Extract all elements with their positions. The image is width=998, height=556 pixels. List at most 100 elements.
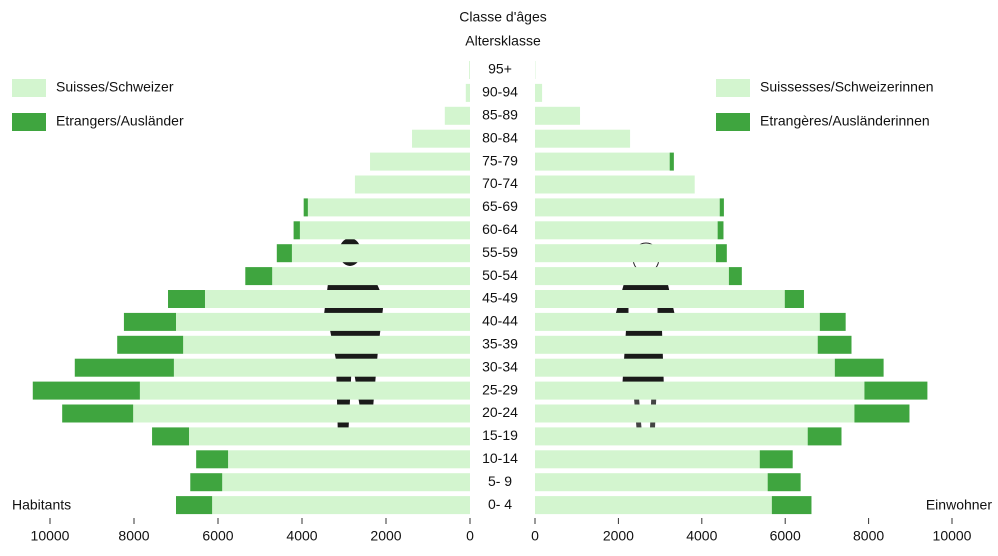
bar xyxy=(222,473,470,491)
x-tick-label: 0 xyxy=(531,528,539,544)
legend-label: Suisses/Schweizer xyxy=(56,79,174,95)
bar xyxy=(820,313,846,331)
bar xyxy=(772,496,812,514)
age-label: 30-34 xyxy=(482,358,518,374)
bar xyxy=(535,84,542,102)
bar xyxy=(62,405,133,423)
bar xyxy=(535,244,716,262)
age-label: 15-19 xyxy=(482,427,518,443)
age-label: 20-24 xyxy=(482,404,518,420)
bar xyxy=(818,336,852,354)
age-label: 25-29 xyxy=(482,381,518,397)
bar xyxy=(535,221,718,239)
age-label: 35-39 xyxy=(482,336,518,352)
bar xyxy=(854,405,909,423)
age-label: 80-84 xyxy=(482,129,518,145)
age-label: 90-94 xyxy=(482,84,518,100)
bar xyxy=(168,290,205,308)
age-label: 45-49 xyxy=(482,290,518,306)
bar xyxy=(535,290,785,308)
age-label: 55-59 xyxy=(482,244,518,260)
bar xyxy=(272,267,470,285)
bar xyxy=(176,496,212,514)
x-tick-label: 10000 xyxy=(933,528,972,544)
bar xyxy=(245,267,272,285)
bar xyxy=(292,244,470,262)
x-tick-label: 8000 xyxy=(853,528,884,544)
legend-swatch xyxy=(716,79,750,97)
bar xyxy=(176,313,470,331)
bar xyxy=(117,336,183,354)
bar xyxy=(720,198,724,216)
bar xyxy=(535,405,854,423)
chart-title: Classe d'âges xyxy=(459,9,547,25)
age-label: 70-74 xyxy=(482,175,518,191)
age-label: 5- 9 xyxy=(488,473,512,489)
x-tick-label: 6000 xyxy=(770,528,801,544)
bar xyxy=(535,450,760,468)
bar xyxy=(183,336,470,354)
bar xyxy=(835,359,884,377)
x-tick-label: 4000 xyxy=(286,528,317,544)
bar xyxy=(445,107,470,125)
bar xyxy=(189,427,470,445)
bar xyxy=(535,267,729,285)
bar xyxy=(412,130,470,148)
bar xyxy=(355,176,470,194)
age-label: 65-69 xyxy=(482,198,518,214)
bar xyxy=(33,382,140,400)
age-label: 75-79 xyxy=(482,152,518,168)
bar xyxy=(670,153,674,171)
bar xyxy=(469,61,470,79)
bar xyxy=(228,450,470,468)
age-label: 40-44 xyxy=(482,313,518,329)
age-label: 50-54 xyxy=(482,267,518,283)
bar xyxy=(760,450,793,468)
bar xyxy=(277,244,292,262)
bar xyxy=(140,382,470,400)
right-axis-label: Einwohner xyxy=(926,497,992,513)
page: {"chart_data": { "type": "pyramid", "tit… xyxy=(0,0,998,556)
bar xyxy=(308,198,470,216)
age-label: 60-64 xyxy=(482,221,518,237)
bar xyxy=(535,313,820,331)
legend-label: Suissesses/Schweizerinnen xyxy=(760,79,934,95)
bar xyxy=(768,473,801,491)
bar xyxy=(716,244,727,262)
bar xyxy=(300,221,470,239)
chart: Classe d'âges Altersklasse Habitants Ein… xyxy=(0,0,998,551)
chart-subtitle: Altersklasse xyxy=(465,33,541,49)
bar xyxy=(535,473,768,491)
bar xyxy=(294,221,300,239)
bar xyxy=(133,405,470,423)
bar xyxy=(535,198,720,216)
bar xyxy=(304,198,308,216)
x-tick-label: 2000 xyxy=(370,528,401,544)
bar xyxy=(535,382,864,400)
bar xyxy=(535,359,835,377)
bar xyxy=(205,290,470,308)
bar xyxy=(124,313,176,331)
bar xyxy=(466,84,470,102)
bar xyxy=(535,153,670,171)
bar xyxy=(370,153,470,171)
bar xyxy=(785,290,804,308)
age-label: 0- 4 xyxy=(488,496,512,512)
bar xyxy=(535,496,772,514)
age-label: 10-14 xyxy=(482,450,518,466)
bar xyxy=(174,359,470,377)
legend-label: Etrangères/Ausländerinnen xyxy=(760,113,930,129)
legend-label: Etrangers/Ausländer xyxy=(56,113,184,129)
bar xyxy=(535,336,818,354)
bar xyxy=(535,130,630,148)
bar xyxy=(152,427,189,445)
bar xyxy=(729,267,742,285)
bar xyxy=(535,427,808,445)
x-tick-label: 6000 xyxy=(202,528,233,544)
bar xyxy=(535,176,695,194)
legend-swatch xyxy=(716,113,750,131)
bar xyxy=(190,473,222,491)
bar xyxy=(718,221,724,239)
x-tick-label: 2000 xyxy=(603,528,634,544)
left-axis-label: Habitants xyxy=(12,497,71,513)
